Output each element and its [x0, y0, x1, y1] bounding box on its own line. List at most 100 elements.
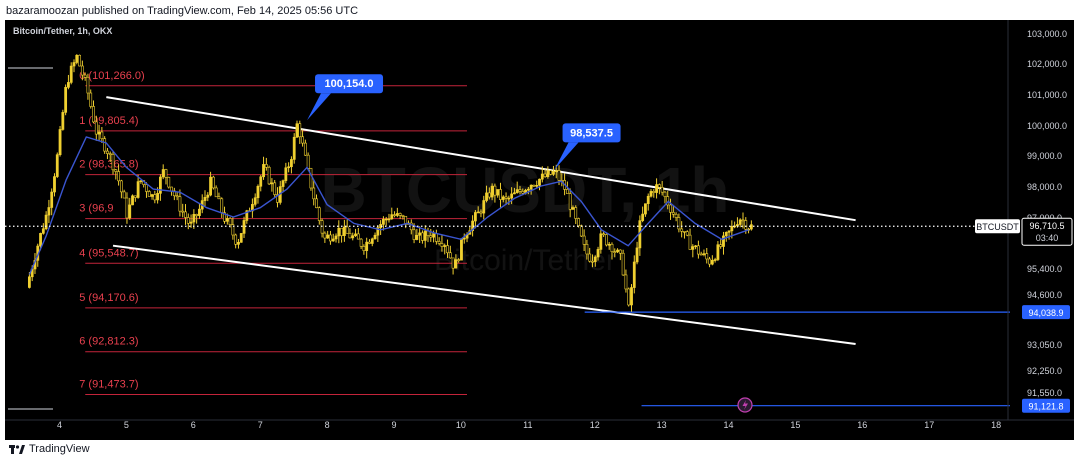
candle-body — [479, 211, 483, 214]
candle-body — [83, 74, 87, 78]
candle-body — [86, 76, 90, 94]
candle-body — [217, 196, 221, 200]
candle-body — [568, 193, 572, 210]
candle-body — [27, 276, 31, 288]
candle-body — [680, 228, 684, 232]
candle-body — [147, 191, 151, 197]
candle-body — [365, 241, 369, 251]
candle-body — [242, 220, 246, 234]
symbol-tag-label: BTCUSDT — [976, 222, 1019, 232]
candle-body — [368, 241, 371, 244]
time-tick-label: 17 — [924, 420, 934, 430]
candle-body — [122, 191, 126, 199]
candle-body — [691, 246, 695, 250]
candle-body — [203, 197, 207, 201]
candle-body — [72, 62, 76, 67]
support-price-label: 91,121.8 — [1028, 402, 1063, 412]
time-tick-label: 6 — [191, 420, 196, 430]
candle-body — [298, 123, 302, 138]
candle-body — [532, 184, 536, 187]
candle-body — [540, 173, 544, 180]
fib-level-label: 1 (99,805.4) — [79, 115, 138, 127]
candle-body — [607, 243, 611, 246]
candle-body — [713, 259, 717, 261]
publish-line: bazaramoozan published on TradingView.co… — [6, 5, 359, 17]
candle-body — [618, 249, 622, 254]
time-tick-label: 9 — [391, 420, 396, 430]
candle-body — [69, 65, 73, 83]
candle-body — [119, 180, 123, 193]
time-tick-label: 16 — [857, 420, 867, 430]
candle-body — [644, 203, 647, 215]
candle-body — [198, 208, 201, 216]
candle-body — [337, 227, 341, 237]
candle-body — [323, 232, 327, 239]
candle-body — [106, 150, 109, 154]
candle-body — [599, 233, 603, 250]
time-tick-label: 18 — [991, 420, 1001, 430]
chart-frame[interactable]: BTCUSDT, 1h Bitcoin/Tether 0 (101,266.0)… — [5, 20, 1074, 440]
candle-body — [451, 257, 455, 269]
candle-body — [546, 170, 550, 177]
candle-body — [270, 182, 274, 185]
candle-body — [373, 234, 377, 240]
candle-body — [627, 288, 631, 306]
support-price-label: 94,038.9 — [1028, 308, 1063, 318]
candle-body — [267, 167, 271, 185]
candle-body — [393, 214, 396, 216]
candle-body — [398, 213, 402, 216]
candle-body — [716, 244, 720, 260]
callout-pointer — [307, 93, 332, 121]
footer-brand-label: TradingView — [29, 443, 90, 455]
candle-body — [331, 238, 335, 242]
candle-body — [161, 169, 165, 178]
candle-body — [329, 234, 332, 242]
candle-body — [482, 200, 486, 214]
candle-body — [591, 260, 594, 263]
fib-level-label: 4 (95,548.7) — [79, 247, 138, 259]
candle-body — [685, 231, 689, 236]
candle-body — [499, 189, 502, 200]
candle-body — [295, 123, 299, 138]
candle-body — [496, 189, 500, 196]
footer-brand[interactable]: TradingView — [9, 443, 90, 455]
plot-layer: 0 (101,266.0) 1 (99,805.4) 2 (98,365.8) 3 (… — [5, 54, 1010, 413]
candle-body — [178, 196, 182, 212]
candle-body — [621, 252, 625, 276]
candle-body — [543, 173, 547, 177]
candle-body — [485, 192, 488, 201]
fib-level-label: 0 (101,266.0) — [79, 70, 144, 82]
candle-body — [345, 226, 349, 234]
candle-body — [326, 234, 330, 239]
candle-body — [702, 253, 706, 255]
candle-body — [97, 131, 101, 135]
candle-body — [234, 234, 238, 245]
candle-body — [457, 259, 461, 261]
candle-body — [287, 166, 291, 169]
candle-body — [395, 213, 399, 216]
candle-body — [348, 233, 352, 239]
candle-body — [476, 211, 480, 214]
candle-body — [605, 234, 608, 246]
candle-body — [412, 229, 416, 240]
symbol-tag — [975, 219, 1020, 234]
candle-body — [646, 195, 650, 204]
candle-body — [493, 185, 497, 196]
candle-body — [727, 230, 731, 233]
fib-level-label: 7 (91,473.7) — [79, 378, 138, 390]
time-tick-label: 5 — [124, 420, 129, 430]
price-chart[interactable]: BTCUSDT, 1h Bitcoin/Tether 0 (101,266.0)… — [5, 20, 1074, 440]
time-tick-label: 10 — [456, 420, 466, 430]
candle-body — [630, 287, 633, 306]
candle-body — [460, 238, 463, 261]
price-tick-label: 98,000.0 — [1027, 182, 1062, 192]
candle-body — [518, 189, 522, 192]
price-tick-label: 100,000.0 — [1027, 121, 1067, 131]
price-tick-label: 94,600.0 — [1027, 290, 1062, 300]
bar-countdown: 03:40 — [1036, 233, 1059, 243]
candle-body — [61, 112, 65, 130]
candle-body — [39, 233, 42, 247]
candle-body — [108, 153, 112, 155]
candle-body — [510, 193, 514, 199]
candle-body — [256, 185, 260, 199]
